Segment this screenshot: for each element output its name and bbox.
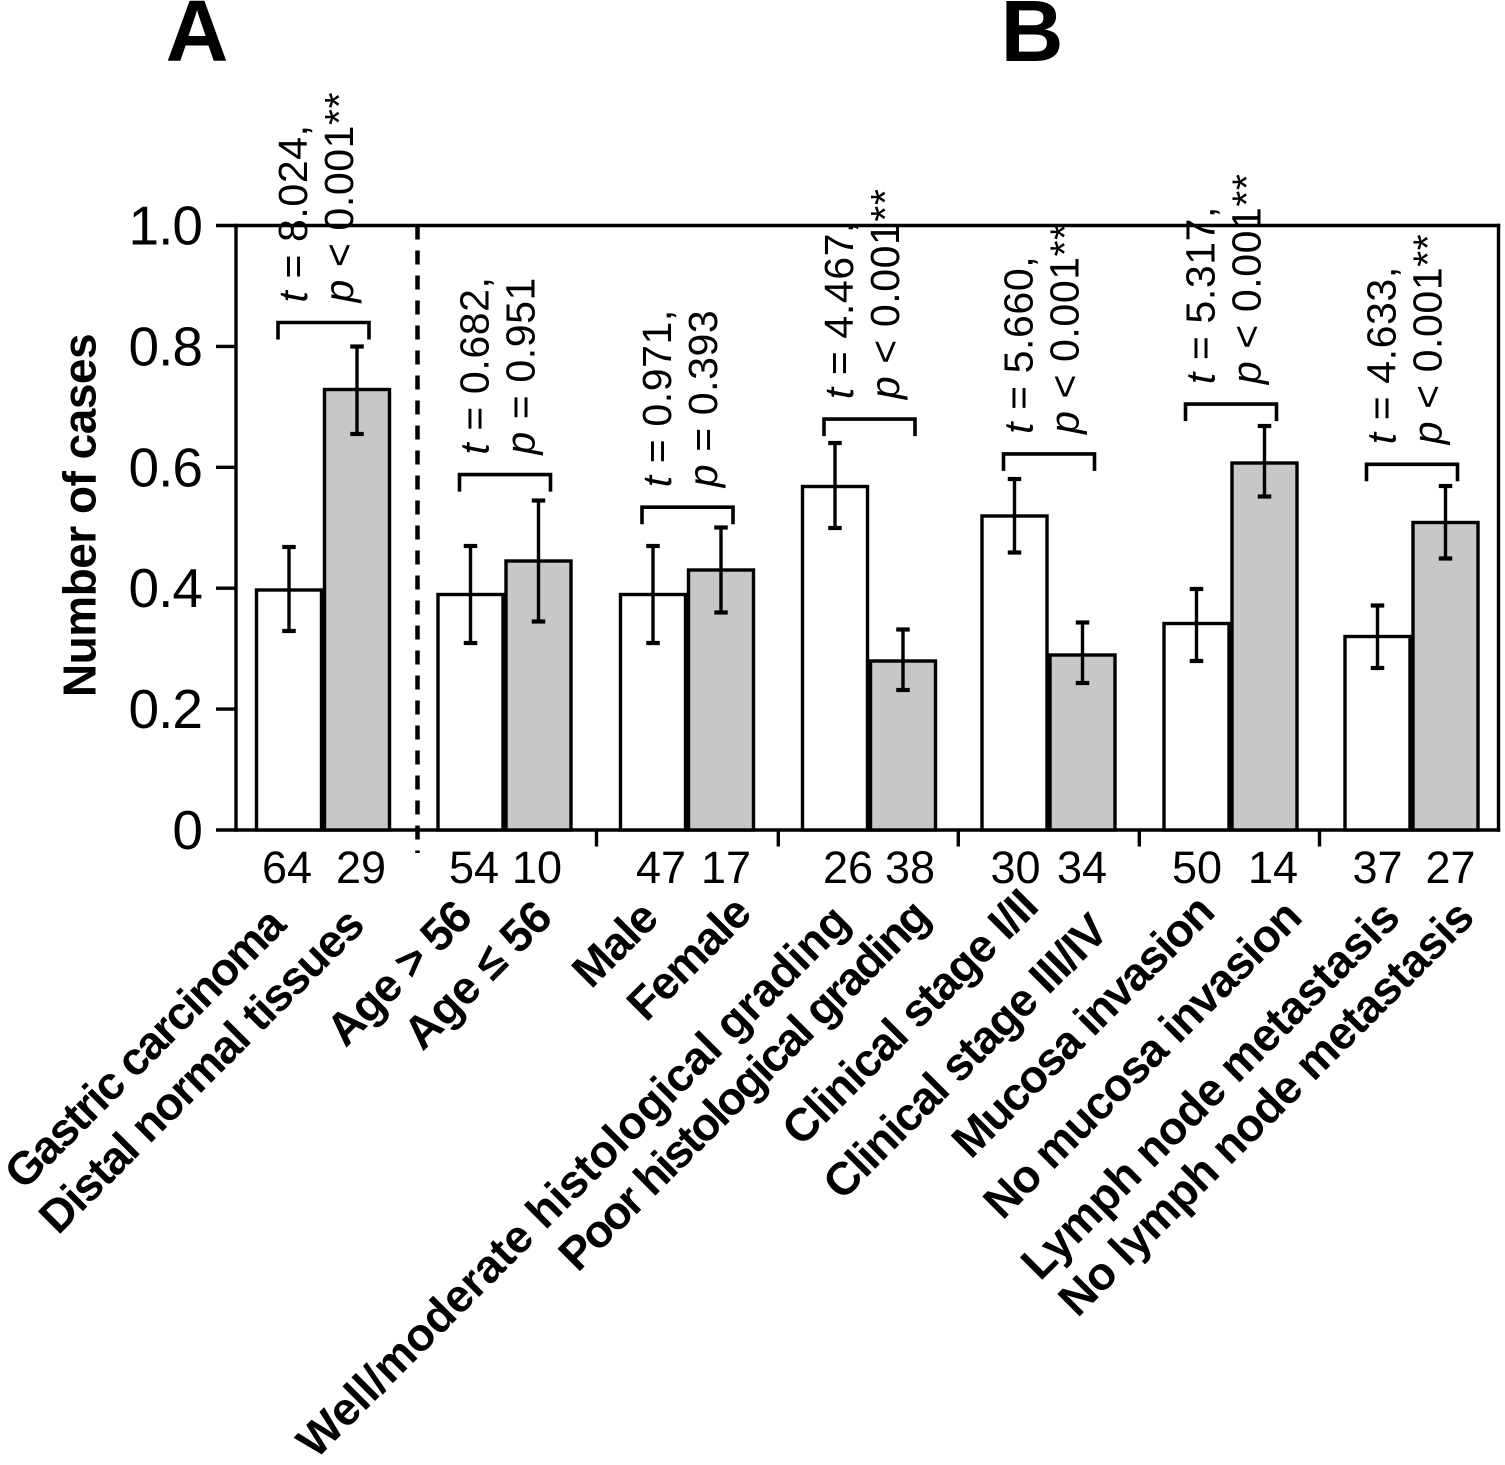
svg-text:p = 0.393: p = 0.393 — [680, 310, 726, 490]
svg-text:27: 27 — [1425, 842, 1475, 893]
svg-text:Number of cases: Number of cases — [54, 334, 106, 697]
svg-text:26: 26 — [823, 842, 873, 893]
svg-text:p < 0.001**: p < 0.001** — [1224, 173, 1270, 386]
svg-text:0: 0 — [172, 799, 202, 861]
svg-text:t = 8.024,: t = 8.024, — [270, 124, 316, 302]
svg-text:t = 4.467,: t = 4.467, — [816, 221, 862, 399]
svg-text:0.2: 0.2 — [129, 678, 202, 740]
svg-text:p < 0.001**: p < 0.001** — [316, 92, 362, 305]
svg-text:54: 54 — [449, 842, 499, 893]
svg-text:t = 5.660,: t = 5.660, — [996, 256, 1042, 434]
svg-text:64: 64 — [262, 842, 312, 893]
svg-text:t = 0.971,: t = 0.971, — [634, 309, 680, 487]
svg-text:17: 17 — [701, 842, 751, 893]
svg-text:p < 0.001**: p < 0.001** — [862, 188, 908, 401]
svg-text:t = 5.317,: t = 5.317, — [1178, 206, 1224, 384]
svg-text:0.6: 0.6 — [129, 436, 202, 498]
svg-text:A: A — [166, 0, 229, 80]
svg-text:0.8: 0.8 — [129, 315, 202, 377]
svg-text:p < 0.001**: p < 0.001** — [1405, 234, 1451, 447]
svg-text:14: 14 — [1248, 842, 1298, 893]
svg-text:37: 37 — [1352, 842, 1402, 893]
svg-text:10: 10 — [512, 842, 562, 893]
svg-text:p < 0.001**: p < 0.001** — [1042, 223, 1088, 436]
svg-text:29: 29 — [336, 842, 386, 893]
svg-text:30: 30 — [990, 842, 1040, 893]
svg-text:t = 4.633,: t = 4.633, — [1359, 266, 1405, 444]
svg-text:p = 0.951: p = 0.951 — [498, 277, 544, 457]
svg-text:0.4: 0.4 — [129, 557, 202, 619]
svg-text:34: 34 — [1057, 842, 1107, 893]
svg-text:38: 38 — [885, 842, 935, 893]
svg-text:t = 0.682,: t = 0.682, — [452, 276, 498, 454]
svg-text:B: B — [1001, 0, 1064, 80]
svg-text:47: 47 — [636, 842, 686, 893]
svg-text:1.0: 1.0 — [129, 195, 202, 257]
svg-text:50: 50 — [1172, 842, 1222, 893]
